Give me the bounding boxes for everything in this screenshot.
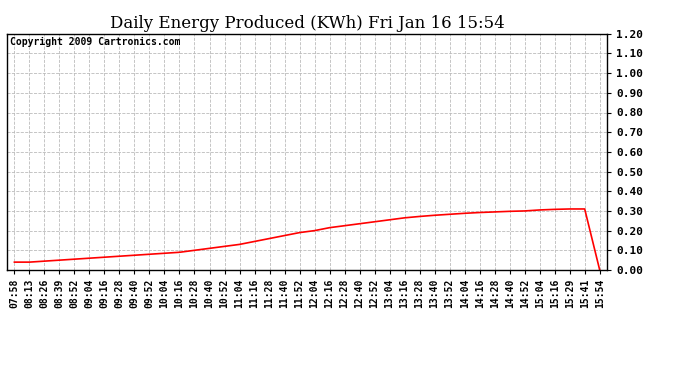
Text: Copyright 2009 Cartronics.com: Copyright 2009 Cartronics.com (10, 37, 180, 47)
Title: Daily Energy Produced (KWh) Fri Jan 16 15:54: Daily Energy Produced (KWh) Fri Jan 16 1… (110, 15, 504, 32)
